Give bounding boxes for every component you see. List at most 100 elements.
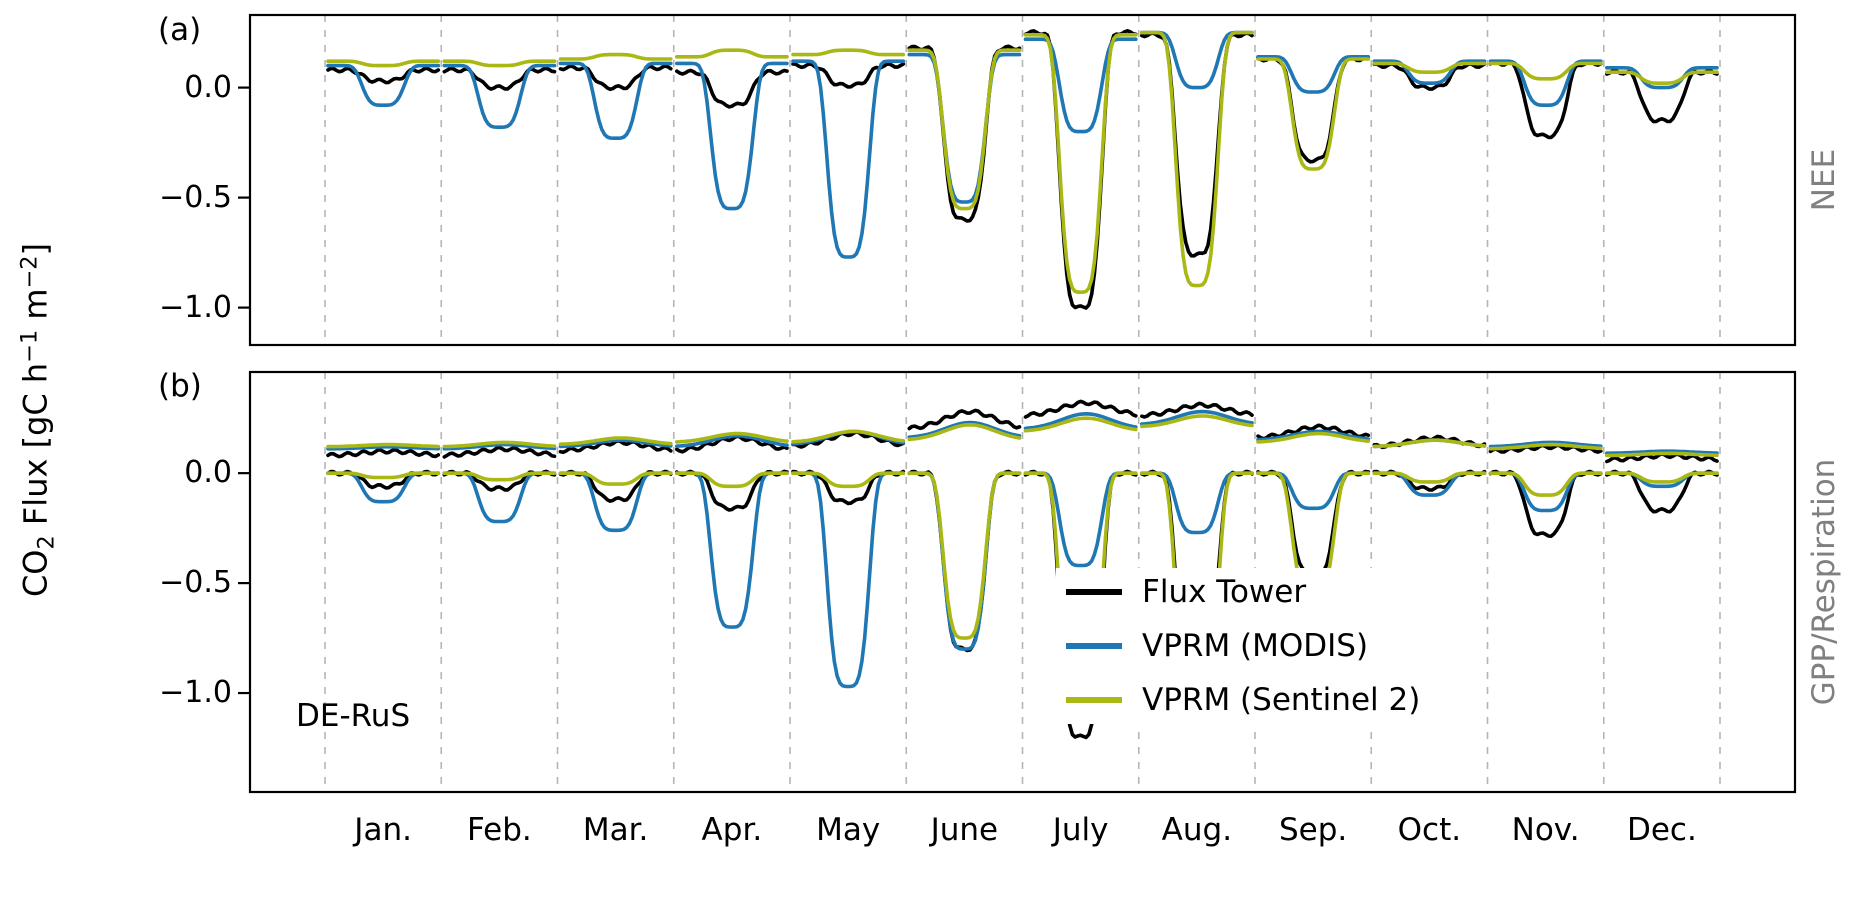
series-line-flux_tower [1023,28,1138,310]
series-line-sentinel2 [1605,70,1719,85]
ylabel-part: Flux [gC h [16,362,55,536]
series-line-sentinel2 [1372,471,1487,484]
legend-item-vprm-sentinel2: VPRM (Sentinel 2) [1066,680,1420,720]
series-line-flux_tower [674,434,789,454]
series-line-sentinel2 [907,48,1022,211]
series-line-sentinel2 [1372,61,1487,74]
x-tick-label: Sep. [1278,812,1348,848]
series-line-sentinel2 [907,471,1022,640]
series-line-modis [558,61,673,140]
series-line-flux_tower [1256,469,1371,578]
series-line-modis [907,52,1022,204]
vprm-sentinel2-line-swatch [1066,697,1122,703]
legend-label: Flux Tower [1142,574,1307,610]
series-line-sentinel2 [1140,30,1254,288]
legend: Flux Tower VPRM (MODIS) VPRM (Sentinel 2… [1056,568,1431,724]
series-line-modis [558,438,673,449]
ylabel-subscript: 2 [33,535,60,550]
legend-item-vprm-modis: VPRM (MODIS) [1066,626,1420,666]
series-line-modis [1140,409,1254,426]
series-line-sentinel2 [1605,451,1719,458]
series-line-modis [791,59,906,259]
series-line-sentinel2 [442,59,557,68]
series-line-modis [1488,59,1603,107]
series-line-modis [558,471,673,533]
series-line-flux_tower [1256,423,1371,441]
series-line-sentinel2 [674,471,789,489]
series-line-modis [1023,37,1138,134]
series-line-sentinel2 [326,471,441,480]
y-tick-label: 0.0 [184,455,232,491]
series-line-modis [1605,66,1719,90]
series-line-modis [326,444,441,451]
series-line-sentinel2 [1488,61,1603,81]
ylabel-part: ] [16,242,55,256]
series-line-flux_tower [1256,55,1371,164]
series-line-modis [1256,429,1371,442]
series-line-flux_tower [907,44,1022,223]
x-tick-label: Feb. [467,812,532,848]
series-line-flux_tower [1488,469,1603,539]
legend-item-flux-tower: Flux Tower [1066,572,1420,612]
series-line-modis [674,61,789,211]
series-line-modis [1372,59,1487,85]
series-line-modis [1023,471,1138,568]
panel-border [248,13,1797,347]
series-line-modis [1023,411,1138,431]
series-line-sentinel2 [674,48,789,59]
series-line-sentinel2 [442,440,557,449]
series-line-flux_tower [558,469,673,504]
series-line-sentinel2 [791,471,906,489]
x-tick-label: Jan. [354,812,412,848]
series-line-sentinel2 [558,471,673,486]
series-line-modis [1605,449,1719,456]
series-line-modis [1488,471,1603,513]
series-line-modis [1488,440,1603,449]
ylabel-superscript: −2 [16,255,43,289]
x-tick-label: Dec. [1626,812,1697,848]
series-line-modis [1140,30,1254,90]
series-line-flux_tower [1140,31,1254,258]
series-line-modis [1140,471,1254,535]
y-tick-label: −1.0 [159,675,232,711]
series-line-sentinel2 [1256,431,1371,444]
series-line-modis [1256,54,1371,94]
series-line-flux_tower [1488,59,1603,140]
y-tick-label: −0.5 [159,179,232,215]
series-line-flux_tower [1140,401,1254,419]
series-line-modis [442,63,557,129]
panel-a-right-label: NEE [1806,148,1842,212]
x-tick-label: Aug. [1161,812,1233,848]
vprm-modis-line-swatch [1066,643,1122,649]
series-line-sentinel2 [326,442,441,449]
panel-b-right-label: GPP/Respiration [1806,458,1842,706]
series-line-flux_tower [907,469,1022,653]
series-line-sentinel2 [326,59,441,68]
series-line-flux_tower [1372,62,1487,91]
x-tick-label: Nov. [1511,812,1580,848]
ylabel-part: CO [16,549,55,598]
series-line-sentinel2 [1256,57,1371,171]
series-line-flux_tower [791,62,906,89]
series-line-sentinel2 [1023,32,1138,295]
panel-border [248,370,1797,794]
y-tick-label: 0.0 [184,69,232,105]
series-line-flux_tower [558,64,673,92]
series-line-sentinel2 [1023,416,1138,433]
series-line-sentinel2 [558,436,673,447]
series-line-flux_tower [674,469,789,512]
series-line-sentinel2 [1488,471,1603,497]
ylabel-superscript: −1 [16,329,43,363]
series-line-modis [907,471,1022,651]
series-line-sentinel2 [907,422,1022,442]
series-line-modis [1372,471,1487,497]
series-line-modis [674,433,789,449]
series-line-flux_tower [442,66,557,91]
x-tick-label: May [816,812,881,848]
site-label: DE-RuS [296,698,411,734]
panel-b-letter: (b) [158,368,202,404]
series-line-modis [1256,471,1371,511]
series-line-sentinel2 [558,52,673,61]
